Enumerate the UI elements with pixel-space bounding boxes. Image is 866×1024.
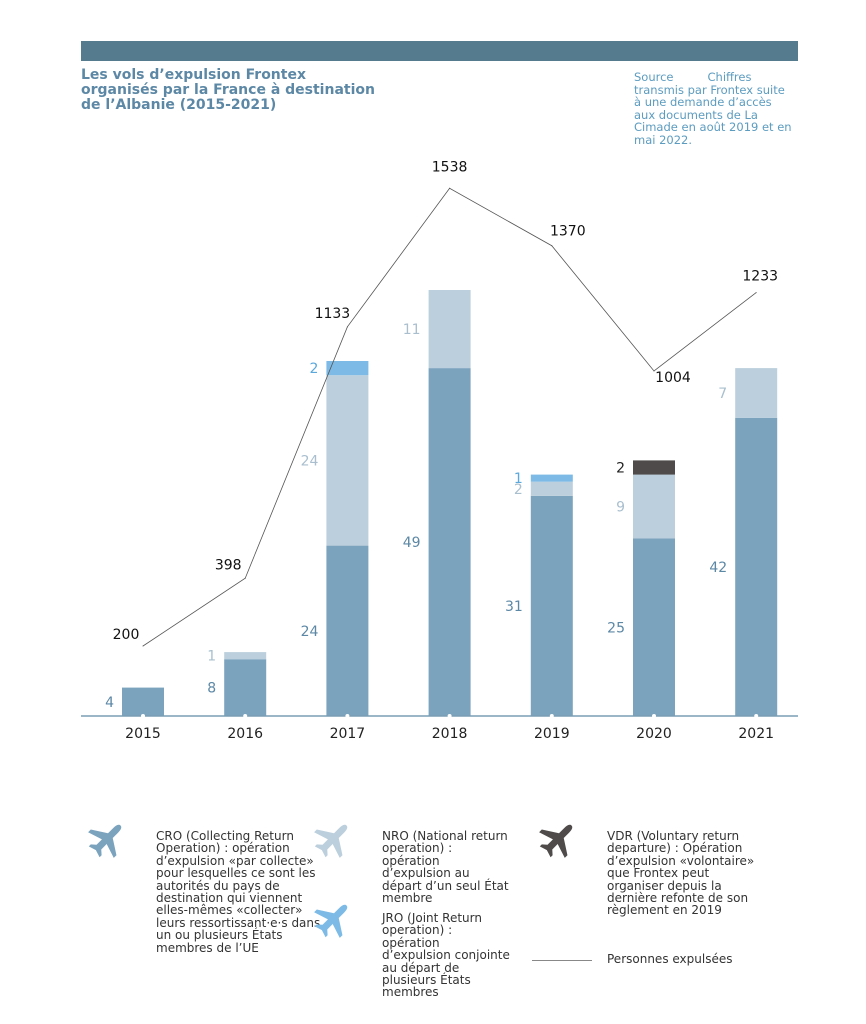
tick-mark-2017 <box>345 714 350 718</box>
bar-label-cro-2016: 8 <box>207 681 216 697</box>
x-tick-label-2018: 2018 <box>432 726 468 742</box>
tick-mark-2021 <box>754 714 759 718</box>
bar-label-cro-2018: 49 <box>403 535 421 551</box>
line-point-2017 <box>346 326 348 328</box>
bar-label-vdr-2020: 2 <box>616 461 625 477</box>
plane-icon <box>537 818 579 860</box>
bar-label-nro-2020: 9 <box>616 500 625 516</box>
line-label-2016: 398 <box>215 557 242 573</box>
line-label-2021: 1233 <box>742 269 778 285</box>
bar-label-nro-2018: 11 <box>403 322 421 338</box>
line-point-2018 <box>449 187 451 189</box>
bar-cro-2021 <box>735 417 778 716</box>
bar-cro-2018 <box>428 368 471 716</box>
bar-label-jro-2019: 1 <box>514 471 523 487</box>
bar-cro-2019 <box>530 495 573 716</box>
bar-cro-2016 <box>224 659 267 716</box>
tick-mark-2018 <box>447 714 452 718</box>
bar-nro-2016 <box>224 652 267 660</box>
x-tick-label-2019: 2019 <box>534 726 570 742</box>
bar-cro-2015 <box>122 687 164 716</box>
bar-label-cro-2019: 31 <box>505 599 523 615</box>
legend-text-vdr: VDR (Voluntary return departure) : Opéra… <box>607 829 755 918</box>
x-tick-label-2015: 2015 <box>125 726 161 742</box>
line-label-2017: 1133 <box>315 306 351 322</box>
line-label-2020: 1004 <box>655 370 691 386</box>
x-tick-label-2016: 2016 <box>227 726 263 742</box>
bar-cro-2020 <box>633 538 675 716</box>
x-tick-label-2017: 2017 <box>330 726 366 742</box>
bar-vdr-2020 <box>633 460 675 475</box>
bar-cro-2017 <box>326 545 369 716</box>
legend-text-line: Personnes expulsées <box>607 952 733 966</box>
bar-nro-2018 <box>428 290 471 369</box>
legend-text-jro: JRO (Joint Return operation) : opération… <box>382 911 510 1000</box>
plane-icon <box>312 818 354 860</box>
tick-mark-2019 <box>549 714 554 718</box>
legend-line-swatch <box>532 960 592 961</box>
tick-mark-2020 <box>652 714 656 718</box>
line-point-2020 <box>653 370 655 372</box>
bar-label-cro-2017: 24 <box>301 624 319 640</box>
plane-icon <box>312 898 354 940</box>
line-point-2016 <box>244 577 246 579</box>
bar-nro-2021 <box>735 368 778 418</box>
bar-label-nro-2021: 7 <box>718 386 727 402</box>
tick-mark-2016 <box>243 714 248 718</box>
line-label-2018: 1538 <box>432 159 468 175</box>
bar-nro-2019 <box>530 481 573 496</box>
bar-label-nro-2019: 2 <box>514 482 523 498</box>
line-point-2021 <box>755 292 757 294</box>
header-band <box>81 41 798 61</box>
bar-label-nro-2016: 1 <box>207 649 216 665</box>
bar-nro-2020 <box>633 474 675 539</box>
chart-title: Les vols d’expulsion Frontex organisés p… <box>81 67 375 113</box>
line-label-2019: 1370 <box>550 224 586 240</box>
bar-label-nro-2017: 24 <box>301 453 319 469</box>
bar-label-jro-2017: 2 <box>309 361 318 377</box>
x-tick-label-2020: 2020 <box>636 726 672 742</box>
line-label-2015: 200 <box>113 627 140 643</box>
source-label: Source <box>634 70 674 84</box>
line-point-2019 <box>551 245 553 247</box>
source-note: Source Chiffres transmis par Frontex suit… <box>634 71 794 146</box>
tick-mark-2015 <box>141 714 145 718</box>
line-point-2015 <box>142 645 144 647</box>
x-tick-label-2021: 2021 <box>738 726 774 742</box>
bar-jro-2019 <box>530 474 573 482</box>
bar-label-cro-2021: 42 <box>709 560 727 576</box>
bar-nro-2017 <box>326 375 369 546</box>
legend-text-nro: NRO (National return operation) : opérat… <box>382 829 509 906</box>
plane-icon <box>86 818 128 860</box>
legend-text-cro: CRO (Collecting Return Operation) : opér… <box>156 829 321 955</box>
source-text: Chiffres transmis par Frontex suite à un… <box>634 70 792 147</box>
bar-label-cro-2015: 4 <box>105 695 114 711</box>
bar-jro-2017 <box>326 361 369 376</box>
bar-label-cro-2020: 25 <box>607 620 625 636</box>
